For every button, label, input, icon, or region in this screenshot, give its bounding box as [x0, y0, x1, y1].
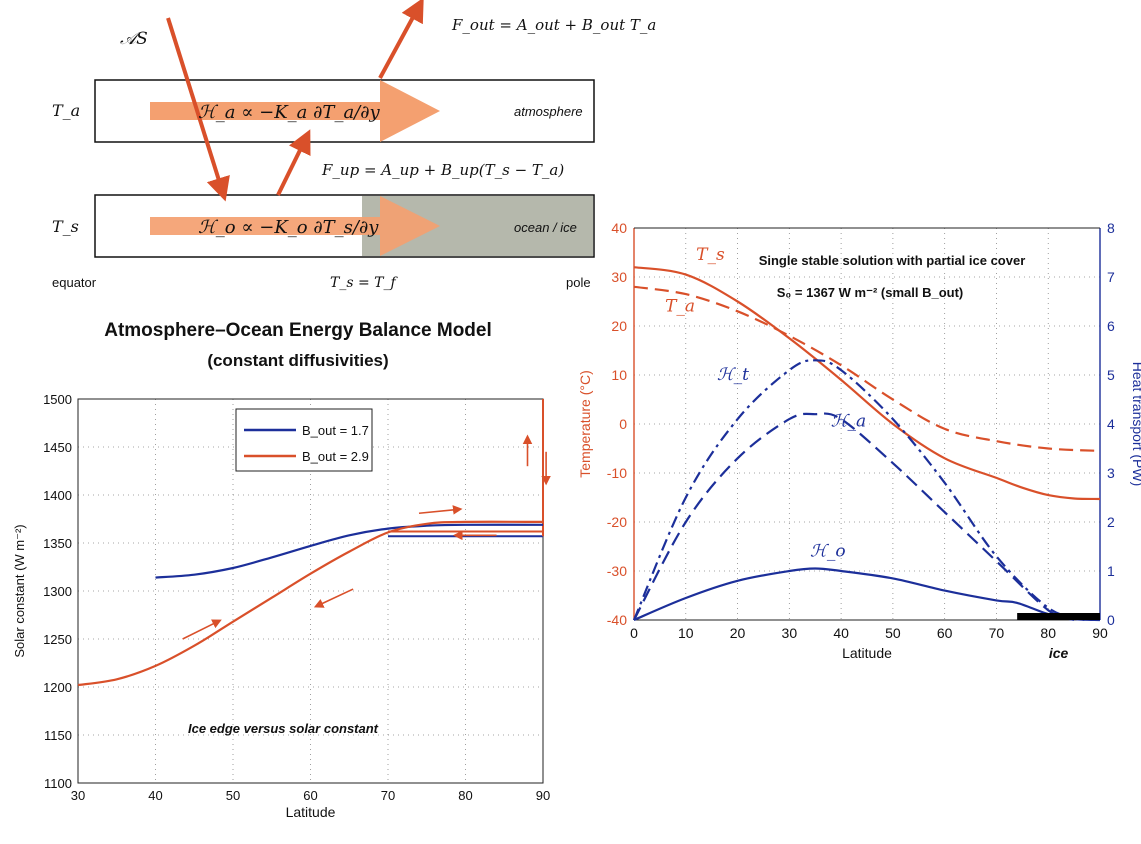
y-tick-label: 1250 — [43, 632, 72, 647]
y-tick-label: 1500 — [43, 392, 72, 407]
y-right-tick-label: 6 — [1107, 318, 1115, 334]
x-tick-label: 40 — [148, 788, 162, 803]
temperature-transport-chart: 0 10 20 30 40 50 60 70 80 90-40-30-20-10010203040… — [577, 220, 1141, 661]
label-ho: ℋ_o ∝ −K_o ∂T_s/∂y — [198, 217, 379, 238]
x-tick-label: 60 — [303, 788, 317, 803]
y-tick-label: 1150 — [44, 728, 72, 743]
x-tick-label: 80 — [1040, 625, 1056, 641]
series-line — [634, 414, 1074, 620]
chart-title: Single stable solution with partial ice … — [759, 253, 1026, 268]
x-axis-label: Latitude — [286, 804, 336, 820]
x-tick-label: 80 — [458, 788, 472, 803]
label-fup: F_up = A_up + B_up(T_s − T_a) — [321, 161, 564, 179]
x-tick-label: 50 — [226, 788, 240, 803]
y-right-tick-label: 7 — [1107, 269, 1115, 285]
label-ta: T_a — [52, 101, 80, 120]
label-ocean-ice: ocean / ice — [514, 220, 577, 235]
chart-legend: B_out = 1.7 B_out = 2.9 — [236, 409, 372, 471]
y-left-tick-label: 20 — [611, 318, 627, 334]
label-as: 𝒜S — [120, 29, 148, 49]
y-left-axis-label: Temperature (°C) — [577, 370, 593, 478]
x-tick-label: 90 — [1092, 625, 1108, 641]
y-right-tick-label: 2 — [1107, 514, 1115, 530]
direction-arrow — [419, 509, 458, 513]
y-tick-label: 1450 — [43, 440, 72, 455]
y-tick-label: 1400 — [43, 488, 72, 503]
x-tick-label: 20 — [730, 625, 746, 641]
x-tick-label: 10 — [678, 625, 694, 641]
x-tick-label: 30 — [71, 788, 85, 803]
x-tick-label: 60 — [937, 625, 953, 641]
y-right-tick-label: 1 — [1107, 563, 1115, 579]
y-left-tick-label: 0 — [619, 416, 627, 432]
y-tick-label: 1350 — [43, 536, 72, 551]
chart-subtitle: S₀ = 1367 W m⁻² (small B_out) — [777, 285, 963, 300]
x-tick-label: 50 — [885, 625, 901, 641]
y-left-tick-label: 40 — [611, 220, 627, 236]
y-left-tick-label: -10 — [607, 465, 627, 481]
series-label: ℋ_o — [810, 541, 846, 561]
y-tick-label: 1200 — [43, 680, 72, 695]
direction-arrow — [183, 622, 218, 639]
series-label: ℋ_a — [831, 411, 866, 431]
y-left-tick-label: -40 — [607, 612, 627, 628]
outgoing-flux-arrow — [380, 8, 418, 78]
label-ha: ℋ_a ∝ −K_a ∂T_a/∂y — [198, 102, 381, 123]
direction-arrow — [318, 589, 353, 605]
solar-constant-chart: 30 40 50 60 70 80 90 1100 1150 1200 1250 1300 1350 14… — [12, 392, 550, 820]
label-atmosphere: atmosphere — [514, 104, 583, 119]
series-label: T_a — [665, 296, 695, 316]
chart-annotation: Ice edge versus solar constant — [188, 721, 379, 736]
label-pole: pole — [566, 275, 591, 290]
upward-flux-arrow — [278, 140, 305, 195]
x-tick-label: 90 — [536, 788, 550, 803]
figure-title: Atmosphere–Ocean Energy Balance Model — [104, 320, 492, 341]
x-tick-label: 0 — [630, 625, 638, 641]
label-ts: T_s — [52, 217, 79, 236]
figure-subtitle: (constant diffusivities) — [207, 351, 388, 370]
label-equator: equator — [52, 275, 97, 290]
y-right-tick-label: 0 — [1107, 612, 1115, 628]
y-left-tick-label: 10 — [611, 367, 627, 383]
y-right-axis-label: Heat transport (PW) — [1130, 362, 1141, 486]
y-right-tick-label: 8 — [1107, 220, 1115, 236]
legend-label: B_out = 1.7 — [302, 423, 369, 438]
y-tick-label: 1300 — [43, 584, 72, 599]
series-label: ℋ_t — [717, 365, 749, 385]
y-right-tick-label: 5 — [1107, 367, 1115, 383]
series-line — [634, 287, 1100, 451]
y-tick-label: 1100 — [44, 776, 72, 791]
series-label: T_s — [696, 245, 725, 265]
model-schematic: 𝒜S F_out = A_out + B_out T_a F_up = A_up… — [52, 8, 656, 291]
y-right-tick-label: 4 — [1107, 416, 1115, 432]
label-fout: F_out = A_out + B_out T_a — [451, 16, 656, 34]
y-left-tick-label: -20 — [607, 514, 627, 530]
y-left-tick-label: 30 — [611, 269, 627, 285]
x-tick-label: 70 — [989, 625, 1005, 641]
y-axis-label: Solar constant (W m⁻²) — [12, 524, 27, 657]
x-axis-label: Latitude — [842, 645, 892, 661]
label-freezing-edge: T_s = T_f — [330, 275, 398, 291]
x-tick-label: 40 — [833, 625, 849, 641]
y-left-tick-label: -30 — [607, 563, 627, 579]
ice-extent-bar — [1017, 613, 1100, 620]
x-tick-label: 70 — [381, 788, 395, 803]
y-right-tick-label: 3 — [1107, 465, 1115, 481]
x-tick-label: 30 — [782, 625, 798, 641]
ice-label: ice — [1049, 645, 1069, 661]
legend-label: B_out = 2.9 — [302, 449, 369, 464]
